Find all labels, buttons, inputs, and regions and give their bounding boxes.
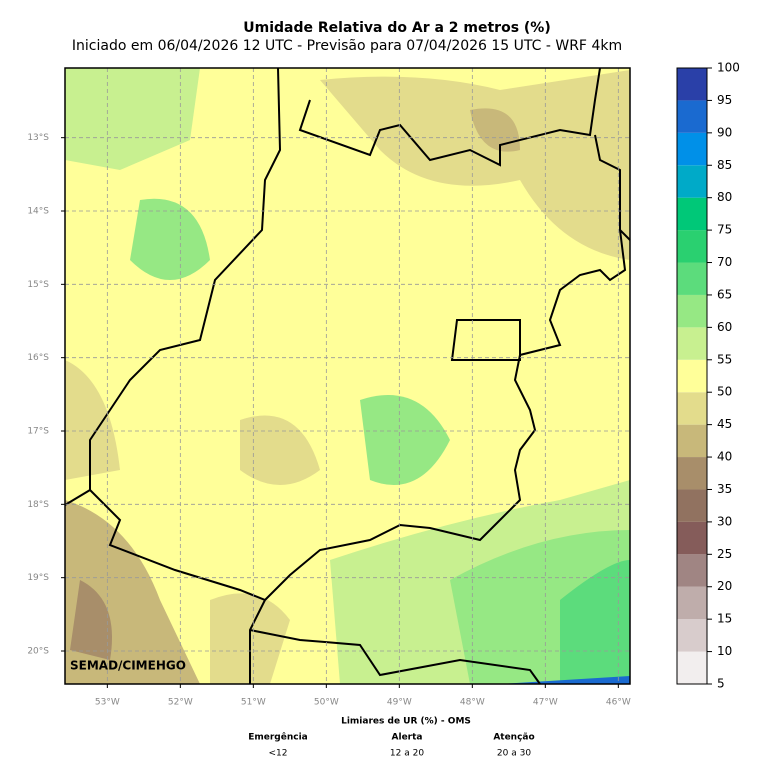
lat-tick-label: 15°S <box>27 280 49 290</box>
lat-tick-label: 18°S <box>27 500 49 510</box>
lon-tick-label: 48°W <box>460 698 485 708</box>
lon-tick-label: 49°W <box>387 698 412 708</box>
legend-level: Atenção <box>493 733 534 743</box>
colorbar-label: 5 <box>717 677 725 691</box>
subtitle: Iniciado em 06/04/2026 12 UTC - Previsão… <box>72 38 622 54</box>
legend-range: 20 a 30 <box>497 749 531 759</box>
colorbar-label: 75 <box>717 223 732 237</box>
colorbar-segment <box>677 392 707 425</box>
colorbar-label: 15 <box>717 612 732 626</box>
colorbar-label: 85 <box>717 158 732 172</box>
map-frame <box>64 67 631 685</box>
colorbar-label: 65 <box>717 287 732 301</box>
colorbar-label: 20 <box>717 579 732 593</box>
colorbar-label: 50 <box>717 385 732 399</box>
state-borders <box>64 67 631 685</box>
colorbar-segment <box>677 457 707 490</box>
legend-level: Alerta <box>392 733 423 743</box>
colorbar-label: 95 <box>717 93 732 107</box>
legend-level: Emergência <box>248 732 308 743</box>
colorbar-segment <box>677 619 707 652</box>
colorbar-label: 80 <box>717 190 732 204</box>
lon-tick-label: 53°W <box>95 698 120 708</box>
colorbar-label: 70 <box>717 255 732 269</box>
colorbar-label: 10 <box>717 644 732 658</box>
colorbar-segment <box>677 424 707 458</box>
colorbar-segment <box>677 521 707 555</box>
colorbar-segment <box>677 327 707 360</box>
colorbar-segment <box>677 489 707 522</box>
legend-range: 12 a 20 <box>390 749 424 759</box>
colorbar-label: 35 <box>717 482 732 496</box>
colorbar-segment <box>677 262 707 295</box>
colorbar-label: 100 <box>717 61 740 75</box>
colorbar-segment <box>677 651 707 684</box>
lon-tick-label: 46°W <box>606 698 631 708</box>
colorbar-label: 45 <box>717 417 732 431</box>
colorbar-label: 25 <box>717 547 732 561</box>
colorbar-label: 60 <box>717 320 732 334</box>
colorbar-segment <box>677 132 707 166</box>
lat-tick-label: 17°S <box>27 427 49 437</box>
lon-tick-label: 51°W <box>241 698 266 708</box>
colorbar-segment <box>677 359 707 393</box>
colorbar-segment <box>677 586 707 620</box>
colorbar-label: 90 <box>717 125 732 139</box>
legend-range: <12 <box>269 749 288 759</box>
humidity-field <box>65 68 630 684</box>
legend-title: Limiares de UR (%) - OMS <box>341 717 471 727</box>
title: Umidade Relativa do Ar a 2 metros (%) <box>243 20 550 36</box>
colorbar-label: 55 <box>717 352 732 366</box>
credit: SEMAD/CIMEHGO <box>70 659 186 673</box>
lat-tick-label: 20°S <box>27 647 49 657</box>
colorbar-frame <box>676 67 708 685</box>
colorbar-segment <box>677 554 707 587</box>
colorbar-label: 30 <box>717 514 732 528</box>
lat-tick-label: 16°S <box>27 353 49 363</box>
lat-tick-label: 19°S <box>27 573 49 583</box>
lat-tick-label: 14°S <box>27 207 49 217</box>
lon-tick-label: 47°W <box>533 698 558 708</box>
lon-tick-label: 52°W <box>168 698 193 708</box>
colorbar-segment <box>677 100 707 133</box>
colorbar-segment <box>677 294 707 328</box>
colorbar-label: 40 <box>717 450 732 464</box>
colorbar-segment <box>677 68 707 101</box>
colorbar-segment <box>677 165 707 198</box>
lat-tick-label: 13°S <box>27 133 49 143</box>
colorbar-segment <box>677 230 707 263</box>
lon-tick-label: 50°W <box>314 698 339 708</box>
colorbar-segment <box>677 197 707 231</box>
